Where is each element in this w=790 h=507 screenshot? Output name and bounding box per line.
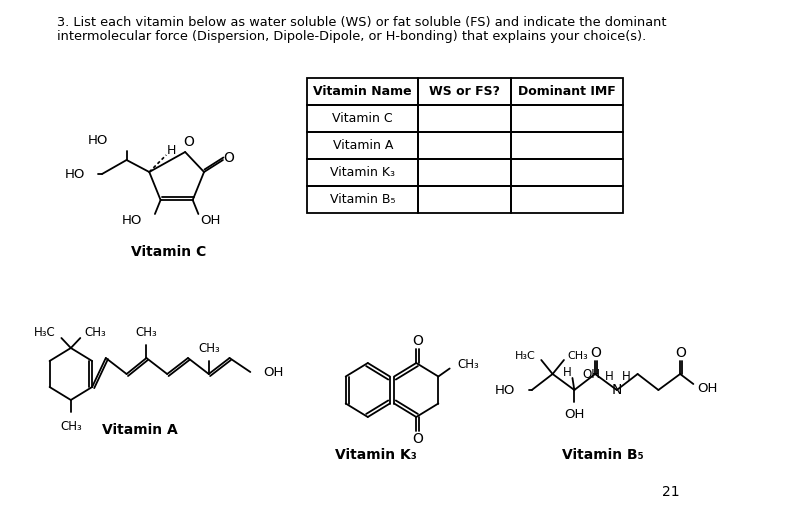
Text: H₃C: H₃C (515, 351, 536, 361)
Text: H: H (622, 370, 630, 382)
Text: Vitamin B₅: Vitamin B₅ (330, 193, 396, 206)
Text: OH: OH (582, 368, 600, 380)
Text: Vitamin A: Vitamin A (102, 423, 178, 437)
Bar (419, 78, 511, 105)
Bar (307, 186, 419, 213)
Text: Vitamin K₃: Vitamin K₃ (330, 166, 395, 179)
Bar (511, 132, 623, 159)
Bar (419, 186, 511, 213)
Bar (419, 132, 511, 159)
Text: O: O (223, 151, 234, 165)
Text: O: O (591, 346, 601, 360)
Bar (419, 105, 511, 132)
Bar (307, 132, 419, 159)
Text: OH: OH (264, 366, 284, 379)
Bar (307, 78, 419, 105)
Bar (511, 78, 623, 105)
Text: N: N (611, 383, 622, 397)
Text: H: H (167, 144, 177, 158)
Text: O: O (412, 334, 423, 348)
Text: HO: HO (65, 167, 85, 180)
Text: Vitamin K₃: Vitamin K₃ (335, 448, 417, 462)
Text: O: O (412, 432, 423, 446)
Text: Vitamin B₅: Vitamin B₅ (562, 448, 644, 462)
Bar (511, 105, 623, 132)
Text: WS or FS?: WS or FS? (429, 85, 500, 98)
Bar (511, 159, 623, 186)
Bar (511, 186, 623, 213)
Text: Vitamin Name: Vitamin Name (314, 85, 412, 98)
Text: H: H (562, 366, 571, 379)
Text: intermolecular force (Dispersion, Dipole-Dipole, or H-bonding) that explains you: intermolecular force (Dispersion, Dipole… (57, 30, 646, 43)
Text: O: O (183, 135, 194, 149)
Text: 21: 21 (662, 485, 679, 499)
Bar (307, 105, 419, 132)
Text: H: H (605, 370, 614, 382)
Text: HO: HO (88, 134, 107, 148)
Text: Vitamin A: Vitamin A (333, 139, 393, 152)
Text: 3. List each vitamin below as water soluble (WS) or fat soluble (FS) and indicat: 3. List each vitamin below as water solu… (57, 16, 666, 29)
Text: OH: OH (564, 408, 585, 421)
Bar (419, 159, 511, 186)
Bar (307, 159, 419, 186)
Text: H₃C: H₃C (34, 325, 56, 339)
Text: CH₃: CH₃ (60, 420, 81, 433)
Text: HO: HO (122, 213, 141, 227)
Text: Vitamin C: Vitamin C (130, 245, 205, 259)
Text: HO: HO (495, 383, 515, 396)
Text: OH: OH (200, 213, 220, 227)
Text: CH₃: CH₃ (84, 325, 106, 339)
Text: Dominant IMF: Dominant IMF (518, 85, 615, 98)
Text: Vitamin C: Vitamin C (333, 112, 393, 125)
Text: O: O (675, 346, 687, 360)
Text: CH₃: CH₃ (198, 342, 220, 355)
Text: CH₃: CH₃ (568, 351, 589, 361)
Text: CH₃: CH₃ (136, 326, 157, 339)
Text: CH₃: CH₃ (457, 358, 479, 371)
Text: OH: OH (697, 381, 717, 394)
